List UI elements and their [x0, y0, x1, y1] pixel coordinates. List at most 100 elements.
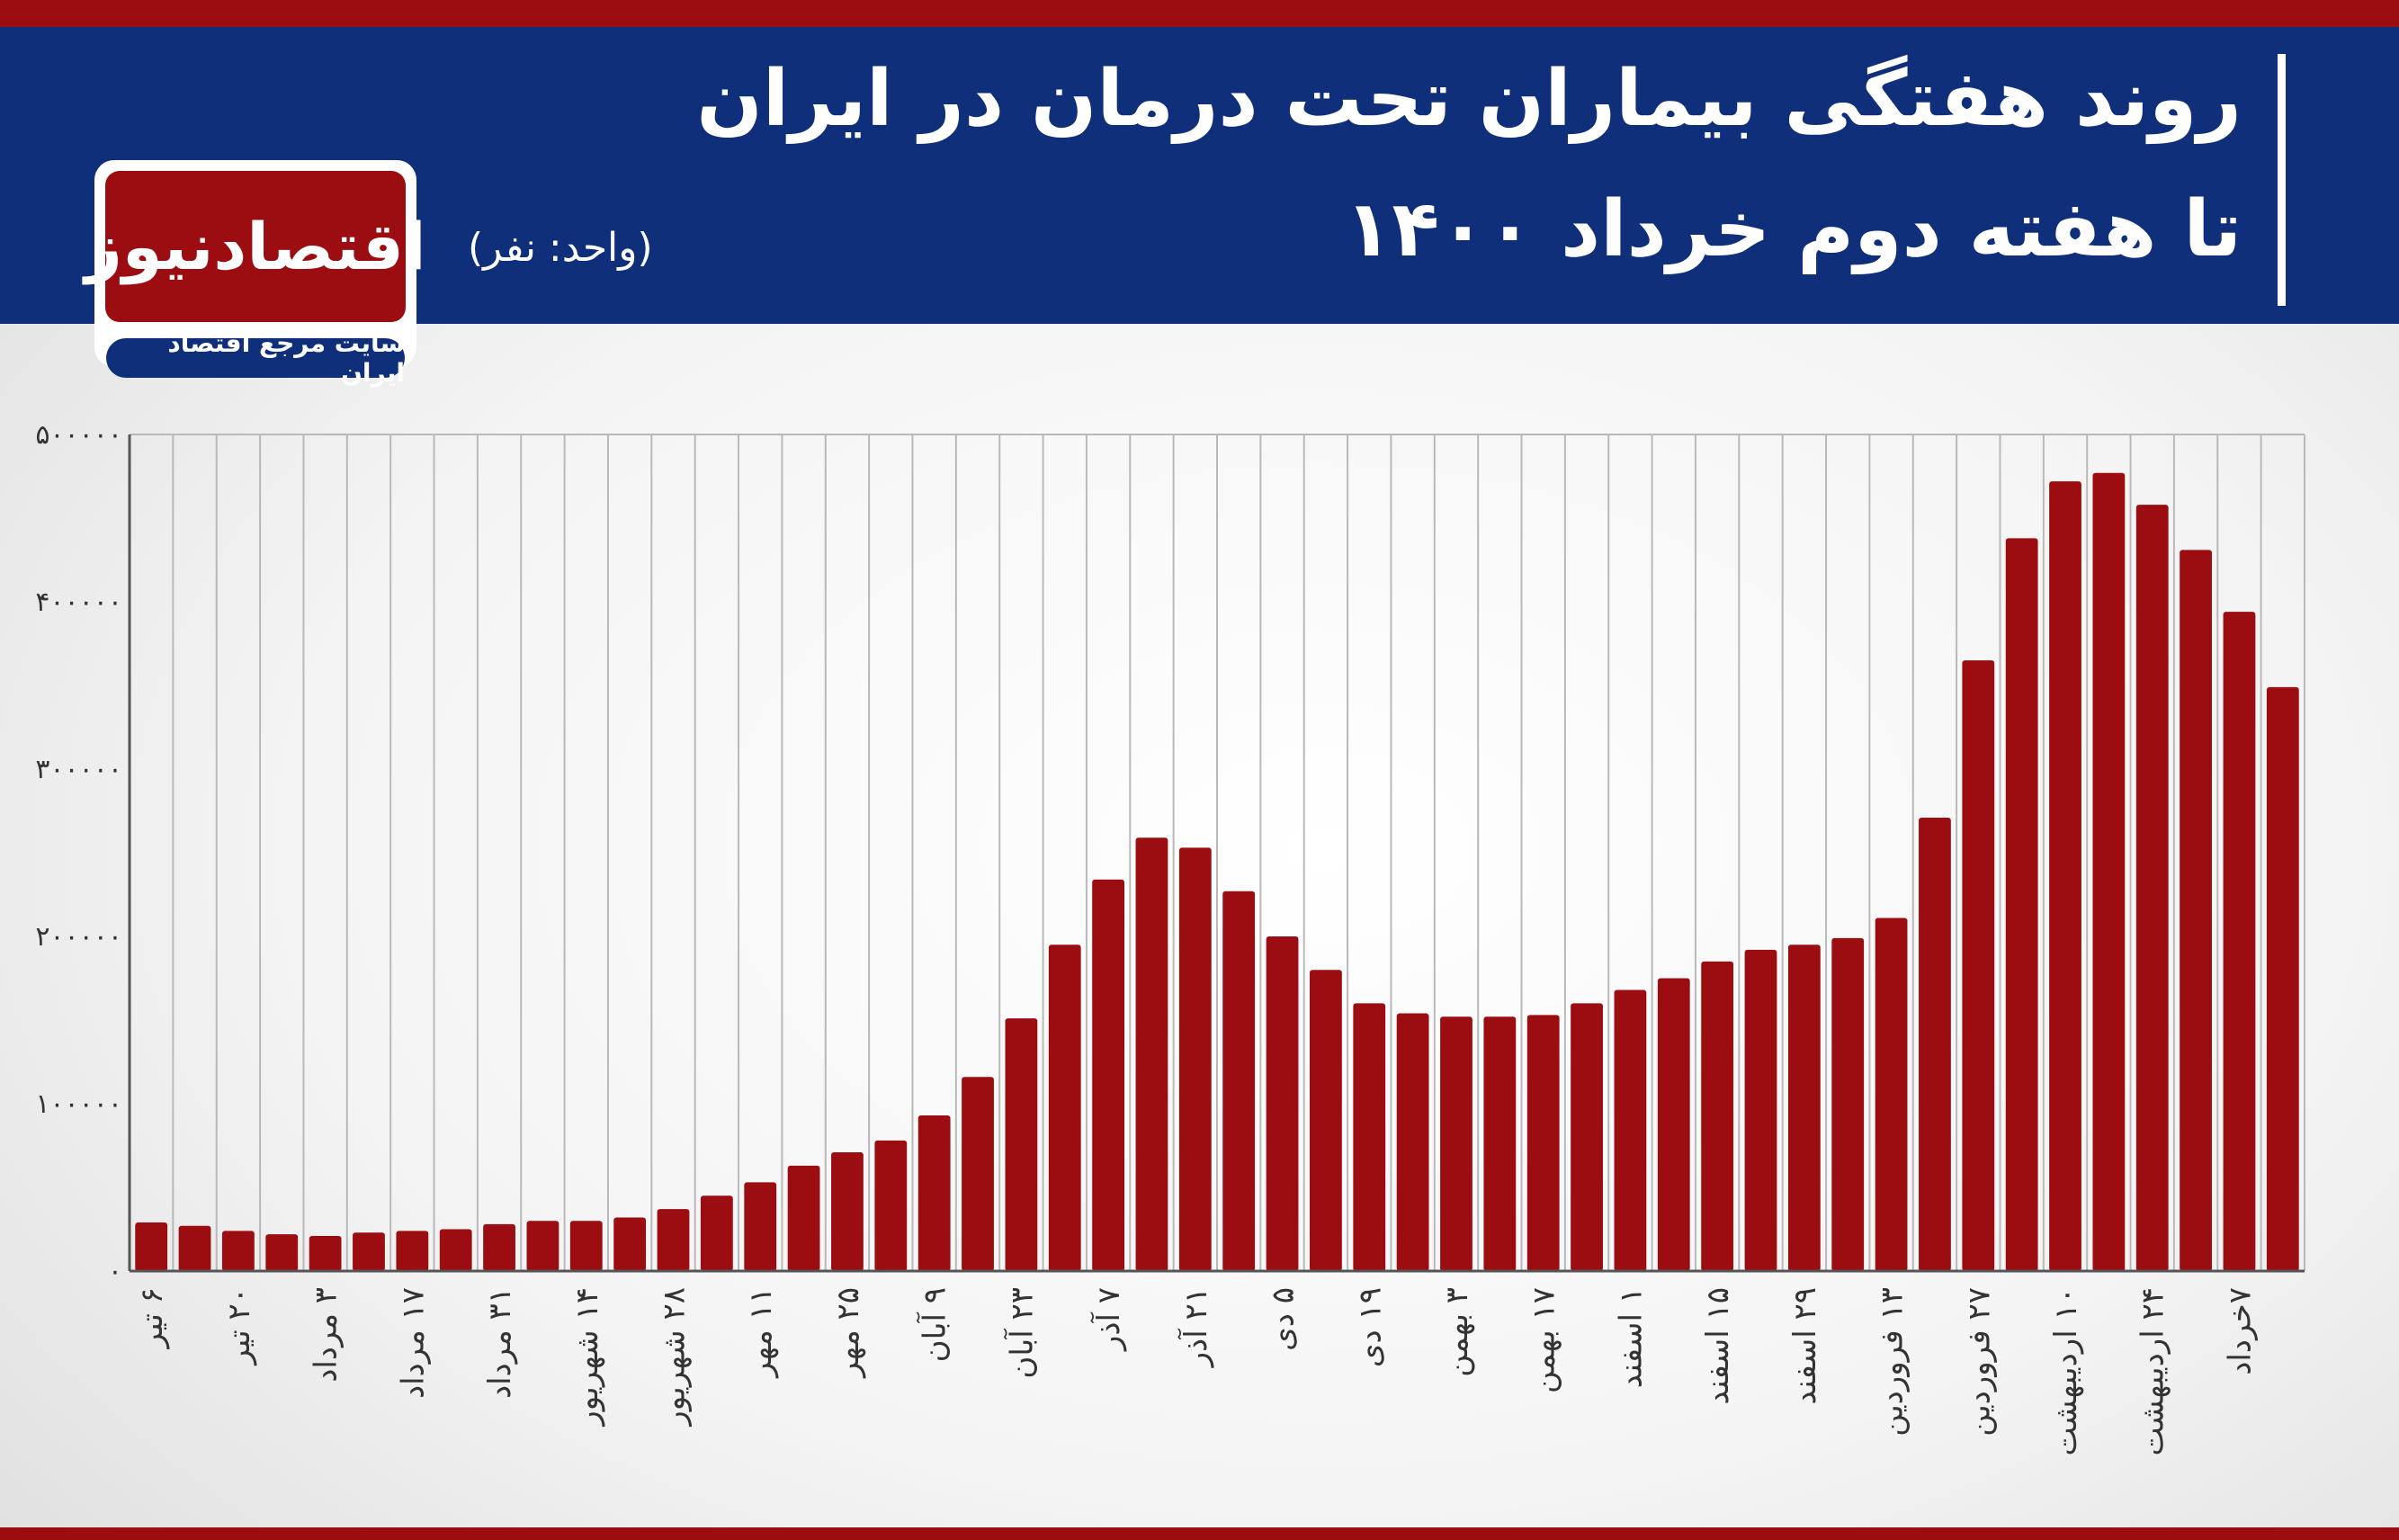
x-tick-label: ۵ دی [1266, 1287, 1302, 1351]
bar-13 [657, 1209, 690, 1271]
bar-38 [1744, 949, 1777, 1271]
x-tick-group: ۱۳ فروردین [1875, 1287, 1911, 1437]
bar-32 [1483, 1016, 1517, 1271]
y-tick-label: ۴۰۰۰۰۰ [35, 586, 122, 618]
x-tick-label: ۳ بهمن [1439, 1287, 1475, 1377]
chart-title: روند هفتگی بیماران تحت درمان در ایران [696, 54, 2242, 144]
chart-subtitle: تا هفته دوم خرداد ۱۴۰۰ [1345, 184, 2242, 274]
x-tick-label: ۷ آذر [1090, 1287, 1127, 1352]
x-tick-group: ۲۹ اسفند [1787, 1287, 1823, 1405]
x-tick-label: ۱ اسفند [1613, 1287, 1649, 1388]
bar-49 [2223, 612, 2256, 1271]
bar-7 [396, 1231, 429, 1271]
bar-20 [962, 1077, 994, 1271]
x-tick-group: ۲۱ آذر [1177, 1287, 1214, 1368]
bar-24 [1135, 837, 1168, 1271]
bar-39 [1787, 945, 1821, 1271]
x-tick-group: ۱ اسفند [1613, 1287, 1649, 1388]
bar-43 [1962, 660, 1995, 1271]
bar-34 [1571, 1003, 1603, 1271]
x-tick-group: ۳ مرداد [309, 1287, 345, 1383]
bar-31 [1440, 1016, 1473, 1271]
bar-22 [1048, 945, 1081, 1271]
bar-5 [309, 1235, 342, 1271]
bar-1 [135, 1222, 168, 1271]
x-tick-group: ۲۵ مهر [830, 1287, 866, 1379]
bar-15 [744, 1182, 777, 1271]
bar-45 [2049, 481, 2081, 1271]
x-tick-label: ۲۱ آذر [1177, 1287, 1214, 1368]
bar-6 [353, 1232, 385, 1271]
x-tick-label: ۱۴ شهریور [569, 1287, 605, 1428]
x-tick-group: ۲۴ اردیبهشت [2135, 1287, 2171, 1455]
x-tick-group: ۳ بهمن [1439, 1287, 1475, 1377]
logo: اقتصادنیوز [85, 160, 426, 367]
x-tick-label: ۱۰ اردیبهشت [2048, 1287, 2084, 1455]
bar-19 [918, 1115, 951, 1271]
x-tick-group: ۲۰ تیر [221, 1287, 257, 1366]
bar-18 [874, 1140, 908, 1271]
x-tick-group: ۱۴ شهریور [569, 1287, 605, 1428]
bar-17 [831, 1151, 864, 1271]
bar-46 [2092, 472, 2126, 1271]
bar-21 [1005, 1018, 1038, 1271]
bar-40 [1831, 937, 1865, 1271]
bar-27 [1266, 936, 1299, 1271]
x-tick-group: ۱۱ مهر [743, 1287, 779, 1379]
bar-9 [483, 1223, 515, 1271]
y-tick-label: ۱۰۰۰۰۰ [35, 1088, 122, 1120]
y-tick-label: ۰ [108, 1256, 122, 1287]
bar-50 [2266, 686, 2299, 1271]
x-tick-label: ۲۴ اردیبهشت [2135, 1287, 2171, 1455]
bar-41 [1875, 918, 1908, 1271]
bar-16 [787, 1165, 820, 1271]
x-tick-group: ۲۳ آبان [1003, 1287, 1040, 1379]
x-tick-group: ۷خرداد [2222, 1287, 2258, 1375]
bar-29 [1353, 1003, 1386, 1271]
y-tick-label: ۳۰۰۰۰۰ [35, 754, 122, 785]
x-tick-label: ۱۵ اسفند [1700, 1287, 1736, 1405]
x-tick-label: ۱۷ مرداد [395, 1287, 431, 1399]
x-tick-label: ۲۹ اسفند [1787, 1287, 1823, 1405]
x-tick-label: ۱۷ بهمن [1526, 1287, 1562, 1393]
x-tick-label: ۷خرداد [2222, 1287, 2258, 1375]
x-tick-label: ۱۱ مهر [743, 1287, 779, 1379]
bar-25 [1178, 847, 1212, 1271]
bar-36 [1657, 978, 1690, 1271]
bar-35 [1614, 989, 1647, 1271]
x-tick-group: ۵ دی [1266, 1287, 1302, 1351]
x-tick-group: ۳۱ مرداد [482, 1287, 518, 1399]
bar-11 [569, 1221, 603, 1271]
x-tick-label: ۶ تیر [134, 1287, 170, 1350]
x-tick-label: ۲۸ شهریور [657, 1287, 693, 1428]
x-tick-group: ۱۰ اردیبهشت [2048, 1287, 2084, 1455]
bar-37 [1701, 961, 1734, 1271]
bar-26 [1222, 891, 1256, 1271]
x-tick-label: ۳ مرداد [309, 1287, 345, 1383]
x-tick-group: ۲۸ شهریور [657, 1287, 693, 1428]
x-tick-group: ۷ آذر [1090, 1287, 1127, 1352]
y-tick-label: ۵۰۰۰۰۰ [35, 419, 122, 451]
bar-10 [526, 1221, 559, 1271]
x-tick-label: ۲۰ تیر [221, 1287, 257, 1366]
bar-2 [178, 1225, 211, 1271]
x-tick-label: ۳۱ مرداد [482, 1287, 518, 1399]
x-tick-label: ۲۵ مهر [830, 1287, 866, 1379]
bar-44 [2005, 538, 2038, 1271]
bar-3 [222, 1231, 255, 1271]
x-tick-group: ۲۷ فروردین [1961, 1287, 1997, 1437]
x-tick-group: ۱۹ دی [1352, 1287, 1388, 1367]
bar-42 [1919, 817, 1951, 1271]
title-divider [2278, 54, 2286, 306]
bar-47 [2135, 505, 2169, 1271]
bottom-stripe [0, 1527, 2399, 1540]
x-tick-label: ۲۷ فروردین [1961, 1287, 1997, 1437]
x-tick-label: ۱۳ فروردین [1875, 1287, 1911, 1437]
bar-4 [265, 1234, 299, 1271]
x-tick-group: ۶ تیر [134, 1287, 170, 1350]
x-tick-label: ۱۹ دی [1352, 1287, 1388, 1367]
top-stripe [0, 0, 2399, 27]
y-tick-label: ۲۰۰۰۰۰ [35, 921, 122, 953]
bar-28 [1310, 970, 1342, 1271]
